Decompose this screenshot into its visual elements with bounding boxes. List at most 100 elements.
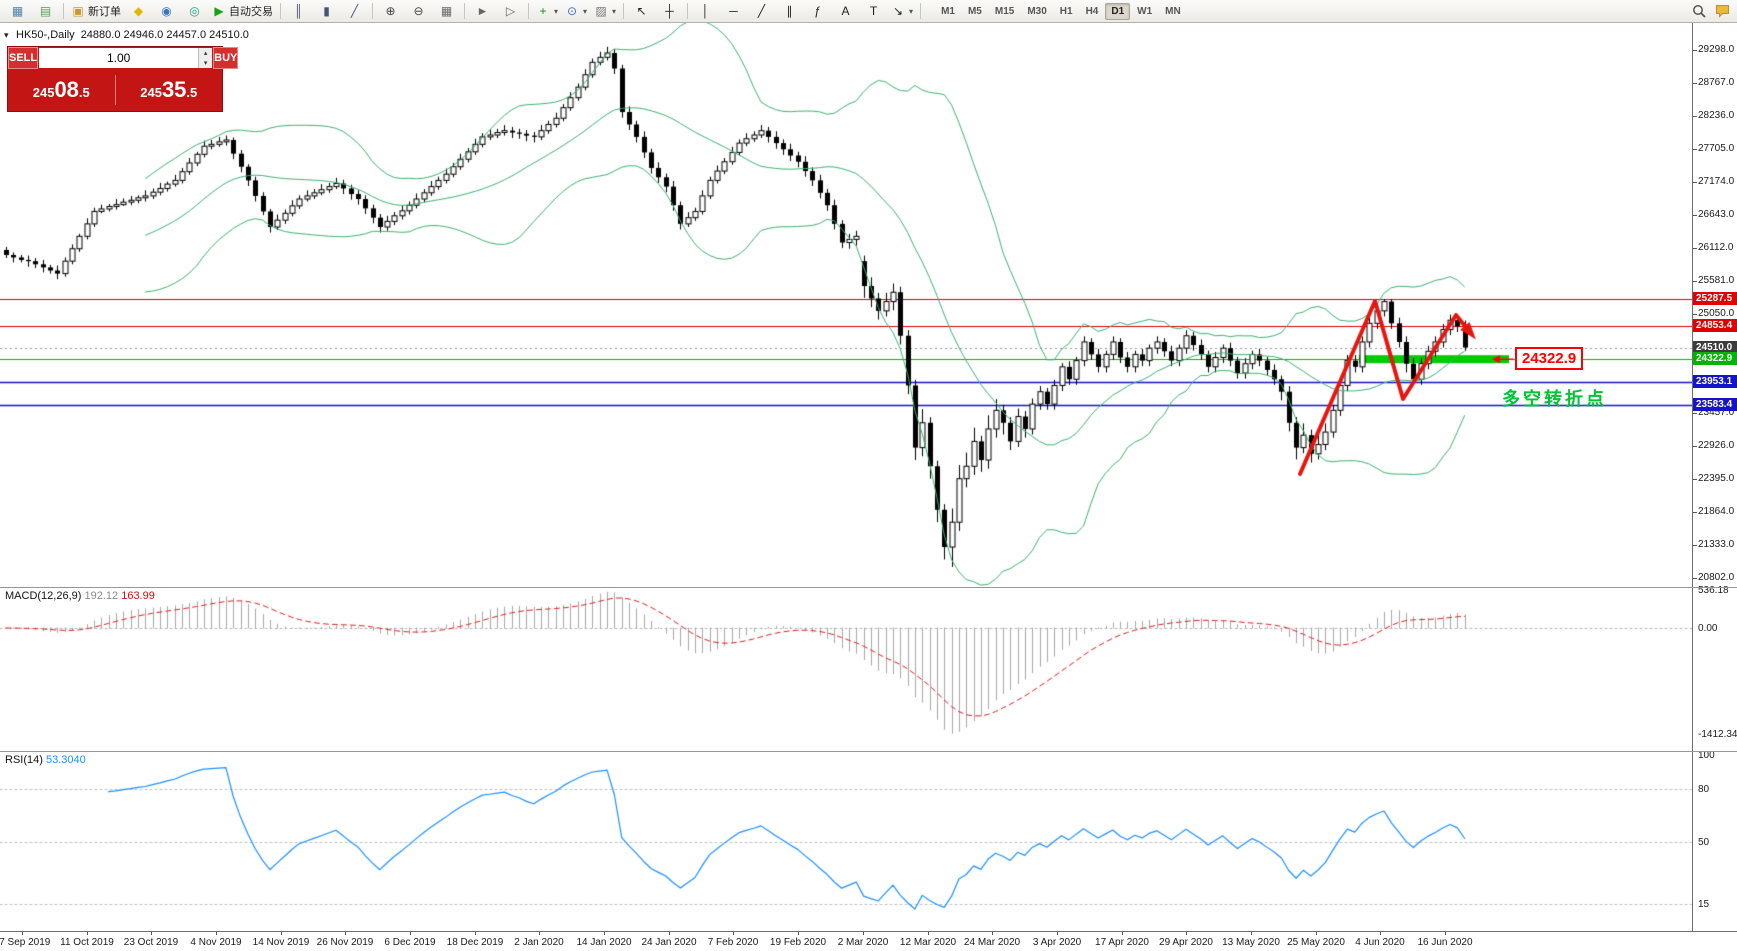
chart-canvas[interactable]	[0, 23, 1737, 950]
fibonacci-button[interactable]: ƒ	[804, 1, 831, 22]
bar-chart-button[interactable]: ║	[285, 1, 312, 22]
autotrading-button[interactable]: ▶ 自动交易	[209, 1, 276, 22]
tile-windows-button[interactable]: ▦	[433, 1, 460, 22]
time-axis-tick	[22, 932, 23, 935]
time-axis-tick	[1122, 932, 1123, 935]
sell-price[interactable]: 24508.5	[32, 77, 90, 102]
options-button[interactable]: ◉	[153, 1, 180, 22]
templates-icon: ▨	[595, 4, 607, 18]
new-order-button[interactable]: ▣ 新订单	[68, 1, 124, 22]
price-callout[interactable]: 24322.9	[1515, 347, 1584, 370]
timeframe-m1-button[interactable]: M1	[941, 5, 955, 17]
dropdown-arrow-icon[interactable]: ▾	[612, 6, 617, 16]
timeframe-bar: M1 M5 M15 M30 H1 H4 D1 W1 MN	[935, 2, 1187, 20]
community-chat-button[interactable]	[1711, 2, 1733, 21]
volume-down-button[interactable]: ▾	[199, 58, 213, 68]
dropdown-arrow-icon[interactable]: ▾	[554, 6, 559, 16]
time-axis-tick	[216, 932, 217, 935]
time-axis-tick	[475, 932, 476, 935]
metaeditor-button[interactable]: ◆	[125, 1, 152, 22]
new-order-label: 新订单	[88, 6, 121, 18]
metaeditor-icon: ◆	[133, 4, 144, 18]
date-axis-label: 29 Apr 2020	[1159, 937, 1213, 948]
price-axis-tick	[1693, 215, 1697, 216]
sell-button[interactable]: SELL	[8, 47, 39, 69]
chart-window[interactable]: ▾ HK50-,Daily 24880.0 24946.0 24457.0 245…	[0, 23, 1737, 951]
one-click-trading-collapse-icon[interactable]: ▾	[4, 30, 9, 40]
price-axis-label: 22926.0	[1698, 440, 1735, 451]
cursor-button[interactable]: ↖	[628, 1, 655, 22]
auto-scroll-button[interactable]: ►	[469, 1, 496, 22]
date-axis-label: 19 Feb 2020	[769, 937, 827, 948]
trendline-button[interactable]: ╱	[748, 1, 775, 22]
dropdown-arrow-icon[interactable]: ▾	[583, 6, 588, 16]
timeframe-mn-button[interactable]: MN	[1165, 5, 1181, 17]
timeframe-m30-button[interactable]: M30	[1027, 5, 1047, 17]
timeframe-w1-button[interactable]: W1	[1137, 5, 1153, 17]
date-axis-label: 24 Mar 2020	[963, 937, 1021, 948]
price-axis-tick	[1693, 116, 1697, 117]
text-label-button[interactable]: T	[860, 1, 887, 22]
price-axis-tick	[1693, 314, 1697, 315]
timeframe-m5-button[interactable]: M5	[967, 5, 982, 17]
date-axis-label: 26 Nov 2019	[316, 937, 374, 948]
chart-shift-button[interactable]: ▷	[497, 1, 524, 22]
turning-point-label[interactable]: 多空转折点	[1502, 389, 1607, 409]
macd-axis-label: 536.18	[1698, 585, 1729, 596]
date-axis-label: 4 Nov 2019	[190, 937, 242, 948]
date-axis-label: 17 Apr 2020	[1095, 937, 1149, 948]
line-price-tag: 24853.4	[1693, 319, 1737, 332]
zoom-out-button[interactable]: ⊖	[405, 1, 432, 22]
toolbar-separator	[280, 3, 281, 19]
vertical-line-button[interactable]: │	[692, 1, 719, 22]
volume-up-button[interactable]: ▴	[199, 48, 213, 58]
text-icon: A	[841, 4, 850, 18]
horizontal-line-button[interactable]: ─	[720, 1, 747, 22]
periods-button[interactable]: ⊙ ▾	[562, 1, 590, 22]
pane-separator-rsi[interactable]	[0, 751, 1737, 752]
timeframe-h4-button[interactable]: H4	[1085, 5, 1099, 17]
volume-input[interactable]	[39, 48, 199, 68]
search-button[interactable]	[1688, 2, 1710, 21]
price-axis-tick	[1693, 248, 1697, 249]
price-axis-tick	[1693, 479, 1697, 480]
zoom-in-button[interactable]: ⊕	[377, 1, 404, 22]
indicators-button[interactable]: + ▾	[533, 1, 561, 22]
date-axis-label: 18 Dec 2019	[446, 937, 504, 948]
timeframe-d1-button[interactable]: D1	[1105, 2, 1131, 20]
text-label-icon: T	[869, 4, 878, 18]
templates-button[interactable]: ▨ ▾	[591, 1, 619, 22]
timeframe-h1-button[interactable]: H1	[1059, 5, 1073, 17]
dropdown-arrow-icon[interactable]: ▾	[909, 6, 914, 16]
buy-button[interactable]: BUY	[213, 47, 239, 69]
macd-indicator-label: MACD(12,26,9) 192.12 163.99	[5, 590, 155, 602]
profiles-button[interactable]: ▤	[32, 1, 59, 22]
add-indicator-icon: +	[539, 4, 547, 18]
time-axis-tick	[87, 932, 88, 935]
date-axis-label: 27 Sep 2019	[0, 937, 51, 948]
candlestick-chart-button[interactable]: ▮	[313, 1, 340, 22]
text-button[interactable]: A	[832, 1, 859, 22]
date-axis-label: 2 Mar 2020	[837, 937, 889, 948]
pane-separator-macd[interactable]	[0, 587, 1737, 588]
navigator-button[interactable]: ◎	[181, 1, 208, 22]
time-axis-tick	[1445, 932, 1446, 935]
timeframe-m15-button[interactable]: M15	[994, 5, 1015, 17]
one-click-trading-panel: SELL ▴ ▾ BUY 24508.5 24535.5	[8, 47, 239, 111]
time-axis[interactable]: 27 Sep 2019 11 Oct 2019 23 Oct 2019 4 Nov 2…	[0, 931, 1737, 951]
chart-title: HK50-,Daily 24880.0 24946.0 24457.0 24510…	[16, 29, 249, 41]
price-axis[interactable]: 29298.0 28767.0 28236.0 27705.0 27174.0 26643…	[1692, 23, 1737, 931]
price-axis-label: 23457.0	[1698, 407, 1735, 418]
buy-price[interactable]: 24535.5	[140, 77, 198, 102]
new-chart-button[interactable]: ▦	[4, 1, 31, 22]
time-axis-tick	[345, 932, 346, 935]
rsi-value: 53.3040	[45, 754, 86, 766]
macd-signal-value: 163.99	[121, 590, 155, 602]
horizontal-line-icon: ─	[729, 4, 738, 18]
channel-button[interactable]: ∥	[776, 1, 803, 22]
symbol-period-label: HK50-,Daily	[16, 29, 75, 41]
date-axis-label: 11 Oct 2019	[60, 937, 114, 948]
line-chart-button[interactable]: ╱	[341, 1, 368, 22]
crosshair-button[interactable]: ┼	[656, 1, 683, 22]
arrows-button[interactable]: ↘ ▾	[888, 1, 916, 22]
